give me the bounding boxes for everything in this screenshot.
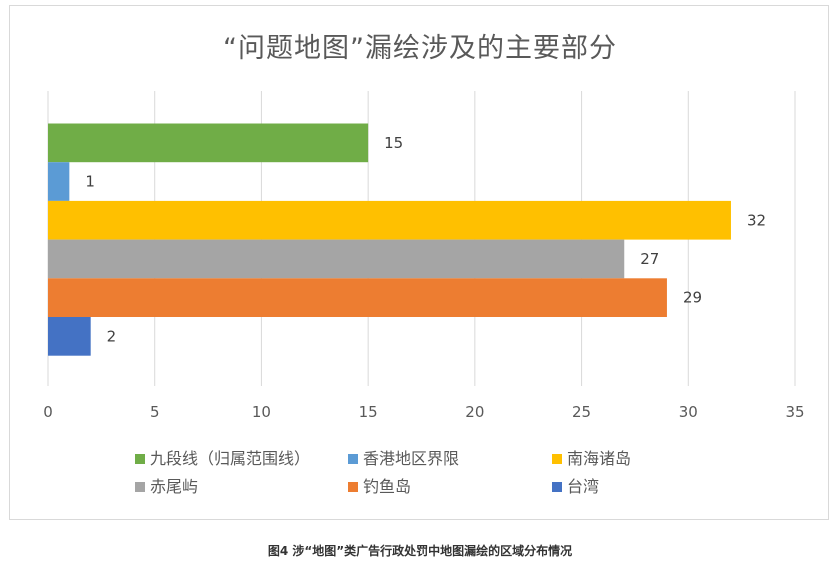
legend-swatch — [348, 454, 358, 464]
legend-label: 九段线（归属范围线） — [150, 449, 310, 468]
data-label: 1 — [85, 173, 95, 191]
legend-swatch — [552, 454, 562, 464]
x-tick-label: 0 — [43, 403, 53, 421]
x-tick-label: 5 — [150, 403, 160, 421]
legend-label: 台湾 — [567, 477, 599, 496]
x-tick-label: 35 — [785, 403, 804, 421]
data-label: 2 — [107, 327, 117, 345]
chart-title: “问题地图”漏绘涉及的主要部分 — [223, 33, 617, 64]
figure-caption: 图4 涉“地图”类广告行政处罚中地图漏绘的区域分布情况 — [267, 544, 573, 558]
legend-swatch — [552, 482, 562, 492]
legend-label: 赤尾屿 — [150, 477, 198, 496]
x-tick-label: 15 — [359, 403, 378, 421]
chart-plot: 0 5 10 15 20 25 30 35 15 1 32 27 29 2 九段线（归属范围线） 香港地区界限… — [43, 91, 805, 496]
legend-swatch — [135, 482, 145, 492]
legend-label: 香港地区界限 — [363, 449, 459, 468]
data-label: 32 — [747, 211, 766, 229]
data-label: 27 — [640, 250, 659, 268]
bar-0 — [48, 123, 369, 163]
x-tick-label: 25 — [572, 403, 591, 421]
legend-swatch — [348, 482, 358, 492]
bar-5 — [48, 317, 91, 356]
legend-swatch — [135, 454, 145, 464]
legend-label: 钓鱼岛 — [363, 477, 411, 496]
data-label: 29 — [683, 289, 702, 307]
data-label: 15 — [384, 134, 403, 152]
bar-1 — [48, 162, 70, 201]
bar-3 — [48, 239, 625, 279]
x-tick-label: 20 — [465, 403, 484, 421]
legend-label: 南海诸岛 — [567, 449, 631, 468]
chart-frame: “问题地图”漏绘涉及的主要部分 0 5 10 15 20 25 30 35 15 1 32 27 29 2… — [9, 5, 829, 520]
x-tick-label: 10 — [252, 403, 271, 421]
bar-2 — [48, 200, 731, 240]
x-tick-label: 30 — [679, 403, 698, 421]
bar-4 — [48, 278, 667, 317]
